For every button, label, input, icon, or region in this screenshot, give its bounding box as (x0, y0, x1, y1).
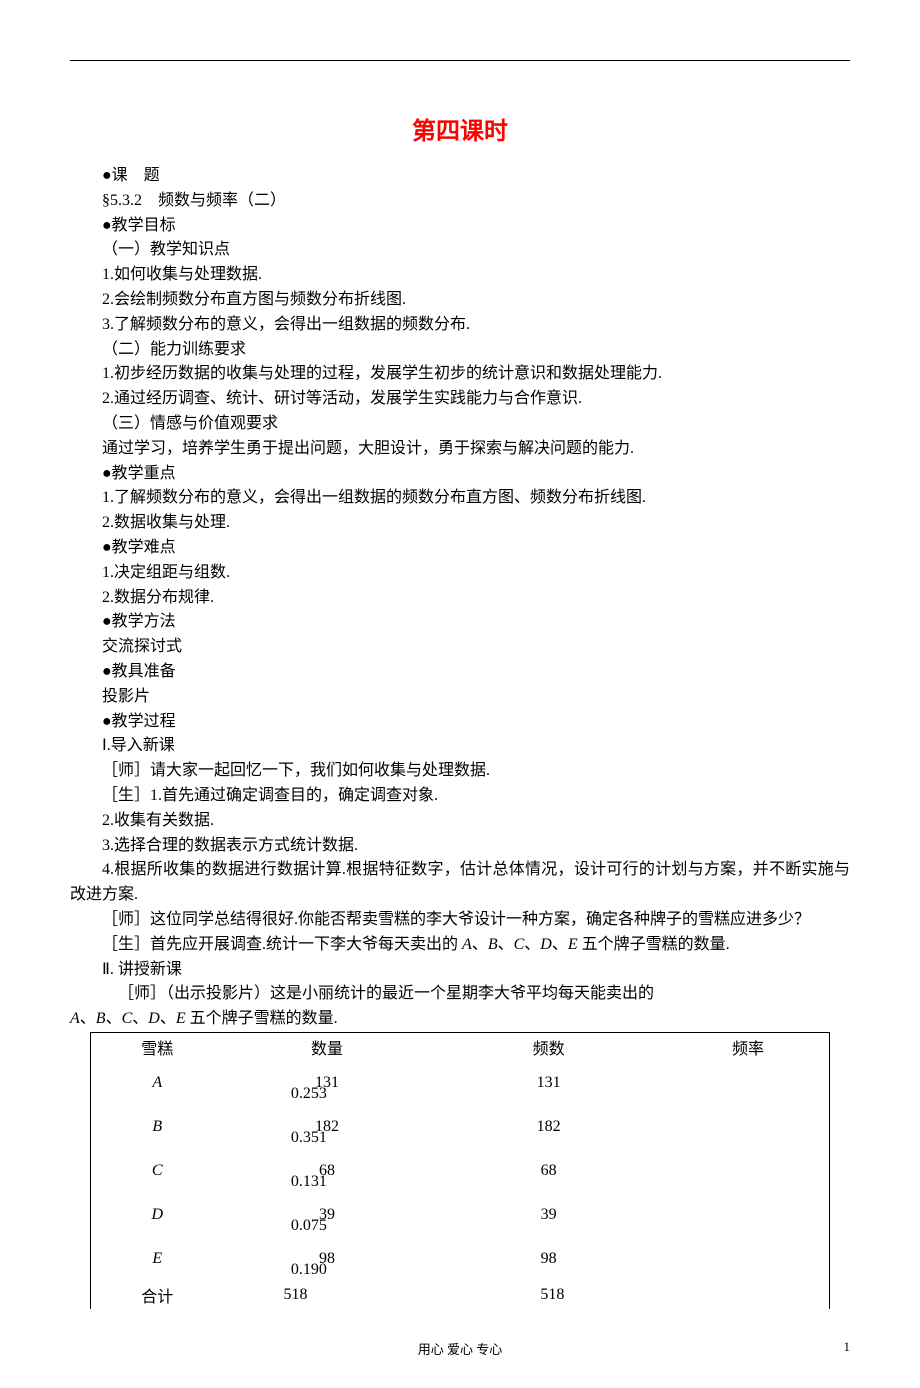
body-line: 3.选择合理的数据表示方式统计数据. (70, 834, 850, 859)
body-line: ●教具准备 (70, 660, 850, 685)
body-line: Ⅱ. 讲授新课 (70, 958, 850, 983)
table-row: C6868 (91, 1149, 830, 1171)
cell-rate-empty (667, 1193, 830, 1215)
ice-cream-table: 雪糕 数量 频数 频率 A131131 0.253B182182 0.351C6… (90, 1032, 830, 1309)
body-line: （三）情感与价值观要求 (70, 412, 850, 437)
th-rate: 频率 (667, 1032, 830, 1061)
body-line: ●教学重点 (70, 462, 850, 487)
body-line: ●教学目标 (70, 214, 850, 239)
cell-total-rate (667, 1281, 830, 1309)
th-brand: 雪糕 (91, 1032, 224, 1061)
table-row: E9898 (91, 1237, 830, 1259)
cell-brand: B (91, 1105, 224, 1149)
body-line: 通过学习，培养学生勇于提出问题，大胆设计，勇于探索与解决问题的能力. (70, 437, 850, 462)
body-line: 2.数据收集与处理. (70, 511, 850, 536)
body-line: ●课 题 (70, 164, 850, 189)
cell-rate: 0.131 (667, 1171, 830, 1193)
body-line: 4.根据所收集的数据进行数据计算.根据特征数字，估计总体情况，设计可行的计划与方… (70, 858, 850, 908)
body-line: ［生］首先应开展调查.统计一下李大爷每天卖出的 A、B、C、D、E 五个牌子雪糕… (70, 933, 850, 958)
cell-rate-empty (667, 1149, 830, 1171)
body-line: ［师］请大家一起回忆一下，我们如何收集与处理数据. (70, 759, 850, 784)
table-row: D3939 (91, 1193, 830, 1215)
body-line: §5.3.2 频数与频率（二） (70, 189, 850, 214)
body-line: 1.初步经历数据的收集与处理的过程，发展学生初步的统计意识和数据处理能力. (70, 362, 850, 387)
cell-rate: 0.190 (667, 1259, 830, 1281)
body-text: ●课 题§5.3.2 频数与频率（二）●教学目标（一）教学知识点1.如何收集与处… (70, 164, 850, 1032)
body-line: 投影片 (70, 685, 850, 710)
body-line: 2.收集有关数据. (70, 809, 850, 834)
body-line: Ⅰ.导入新课 (70, 734, 850, 759)
body-line: 2.会绘制频数分布直方图与频数分布折线图. (70, 288, 850, 313)
cell-brand: E (91, 1237, 224, 1281)
body-line: A、B、C、D、E 五个牌子雪糕的数量. (70, 1007, 850, 1032)
lesson-title: 第四课时 (70, 111, 850, 146)
body-line: 1.了解频数分布的意义，会得出一组数据的频数分布直方图、频数分布折线图. (70, 486, 850, 511)
table-row: B182182 (91, 1105, 830, 1127)
cell-rate-empty (667, 1061, 830, 1083)
body-line: ●教学方法 (70, 610, 850, 635)
table-row: A131131 (91, 1061, 830, 1083)
body-line: ［师］（出示投影片）这是小丽统计的最近一个星期李大爷平均每天能卖出的 (70, 982, 850, 1007)
table-row-total: 合计518518 (91, 1281, 830, 1309)
top-rule (70, 60, 850, 61)
body-line: 交流探讨式 (70, 635, 850, 660)
cell-total-label: 合计 (91, 1281, 224, 1309)
cell-total-freq: 518 (430, 1281, 666, 1309)
cell-brand: D (91, 1193, 224, 1237)
body-line: ●教学难点 (70, 536, 850, 561)
body-line: 1.决定组距与组数. (70, 561, 850, 586)
cell-brand: C (91, 1149, 224, 1193)
cell-rate-empty (667, 1237, 830, 1259)
footer-page-number: 1 (844, 1339, 851, 1355)
body-line: ●教学过程 (70, 710, 850, 735)
th-qty: 数量 (224, 1032, 431, 1061)
body-line: （一）教学知识点 (70, 238, 850, 263)
cell-rate-empty (667, 1105, 830, 1127)
cell-rate: 0.351 (667, 1127, 830, 1149)
body-line: ［师］这位同学总结得很好.你能否帮卖雪糕的李大爷设计一种方案，确定各种牌子的雪糕… (70, 908, 850, 933)
body-line: （二）能力训练要求 (70, 338, 850, 363)
page-footer: 用心 爱心 专心 1 (70, 1339, 850, 1358)
cell-brand: A (91, 1061, 224, 1105)
cell-rate: 0.253 (667, 1083, 830, 1105)
body-line: 2.数据分布规律. (70, 586, 850, 611)
body-line: 2.通过经历调查、统计、研讨等活动，发展学生实践能力与合作意识. (70, 387, 850, 412)
cell-total-qty: 518 (224, 1281, 431, 1309)
body-line: 1.如何收集与处理数据. (70, 263, 850, 288)
th-freq: 频数 (430, 1032, 666, 1061)
cell-rate: 0.075 (667, 1215, 830, 1237)
footer-motto: 用心 爱心 专心 (418, 1342, 503, 1357)
body-line: ［生］1.首先通过确定调查目的，确定调查对象. (70, 784, 850, 809)
body-line: 3.了解频数分布的意义，会得出一组数据的频数分布. (70, 313, 850, 338)
